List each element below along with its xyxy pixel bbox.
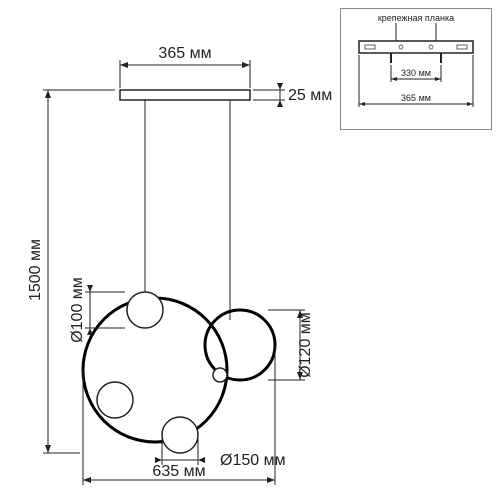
label-top-height: 25 мм [288,87,332,104]
sphere-bottom [162,417,198,453]
sphere-left [97,382,133,418]
sphere-top [127,292,163,328]
label-d3: Ø150 мм [220,452,286,469]
label-top-width: 365 мм [158,45,211,62]
inset-dim-inner: 330 мм [391,65,441,82]
label-d2: Ø120 мм [297,312,314,378]
dim-top-width: 365 мм [120,45,250,88]
sphere-joint [213,368,227,382]
main-technical-drawing: 365 мм 25 мм 1500 мм Ø100 мм [10,10,340,490]
inset-dim-outer: 365 мм [359,55,473,107]
inset-title: крепежная планка [378,13,454,23]
inset-mounting-plate: крепежная планка 330 мм 365 мм [340,8,492,130]
label-total-height: 1500 мм [27,239,44,301]
dim-top-height: 25 мм [253,83,332,107]
label-d1: Ø100 мм [69,277,86,343]
inset-label-330: 330 мм [401,68,431,78]
label-bottom-width: 635 мм [152,463,205,480]
ceiling-mount [120,90,250,100]
mounting-plate [359,41,473,53]
inset-label-365: 365 мм [401,93,431,103]
